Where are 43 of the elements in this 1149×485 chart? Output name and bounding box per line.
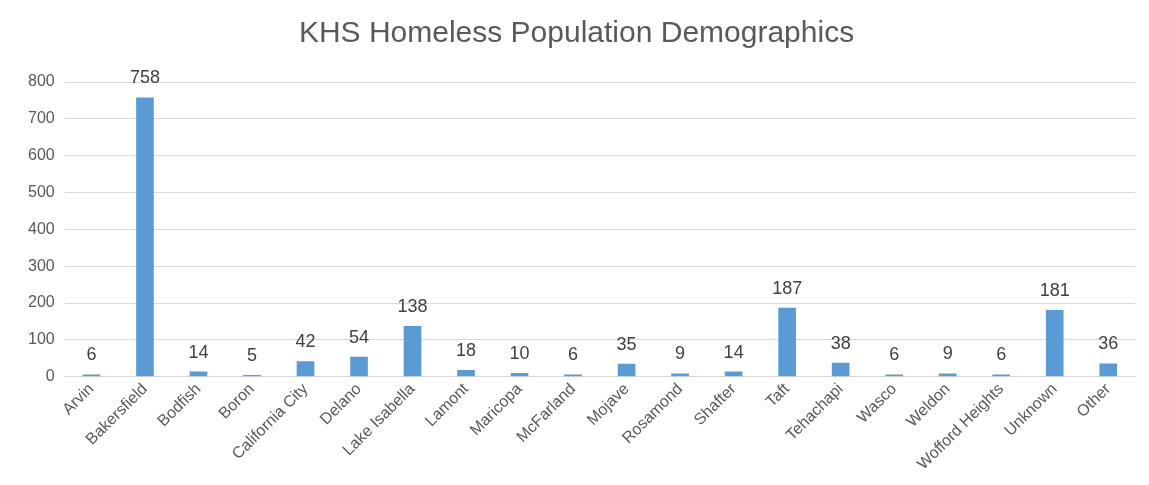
data-label: 35 bbox=[616, 333, 637, 354]
data-label: 6 bbox=[889, 344, 900, 365]
data-label: 9 bbox=[675, 343, 686, 364]
bar bbox=[136, 97, 154, 377]
y-tick-label: 400 bbox=[27, 219, 55, 237]
data-label: 5 bbox=[246, 344, 258, 365]
y-tick-label: 800 bbox=[27, 72, 55, 90]
data-label: 18 bbox=[456, 340, 477, 361]
data-label: 6 bbox=[568, 344, 579, 365]
y-tick-label: 600 bbox=[27, 146, 55, 164]
y-tick-label: 200 bbox=[27, 293, 55, 311]
y-tick-label: 500 bbox=[27, 182, 55, 200]
data-label: 42 bbox=[295, 331, 316, 352]
y-tick-label: 300 bbox=[27, 256, 55, 274]
data-label: 54 bbox=[349, 326, 370, 347]
chart-title: KHS Homeless Population Demographics bbox=[298, 15, 855, 49]
bar bbox=[938, 373, 957, 377]
y-tick-label: 100 bbox=[27, 330, 55, 348]
data-label: 14 bbox=[723, 341, 744, 362]
data-label: 6 bbox=[86, 344, 97, 365]
bar bbox=[1099, 363, 1118, 377]
bar bbox=[457, 370, 475, 377]
data-label: 36 bbox=[1098, 333, 1119, 354]
bar bbox=[778, 307, 796, 377]
bar bbox=[510, 373, 529, 377]
data-label: 9 bbox=[942, 343, 953, 364]
bar bbox=[831, 362, 850, 377]
data-label: 187 bbox=[772, 277, 803, 298]
data-label: 38 bbox=[830, 332, 851, 353]
bar bbox=[1045, 310, 1064, 377]
bar bbox=[296, 361, 315, 377]
data-label: 138 bbox=[397, 295, 428, 316]
data-label: 10 bbox=[509, 343, 530, 363]
bar bbox=[350, 356, 368, 377]
data-label: 6 bbox=[996, 344, 1007, 365]
bar bbox=[671, 373, 689, 377]
data-label: 181 bbox=[1039, 280, 1070, 301]
data-label: 14 bbox=[188, 341, 209, 362]
y-tick-label: 700 bbox=[27, 109, 55, 127]
y-tick-label: 0 bbox=[45, 367, 55, 385]
bar bbox=[403, 325, 422, 377]
bar bbox=[617, 363, 636, 377]
data-label: 758 bbox=[129, 67, 160, 88]
